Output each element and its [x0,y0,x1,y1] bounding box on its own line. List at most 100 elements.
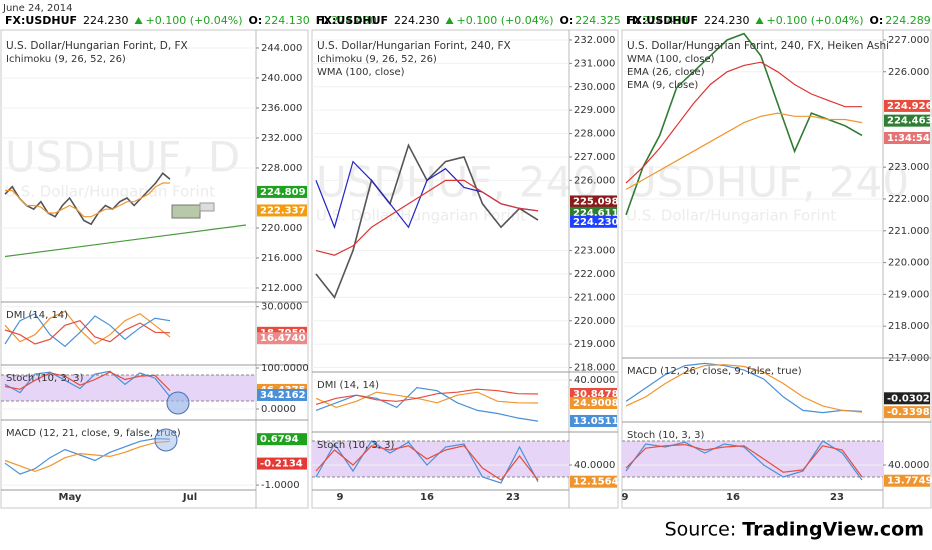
indicator-line [4,320,171,345]
indicator-line [625,443,863,478]
indicator-line [4,310,171,345]
y-tick-label: 231.000 [574,58,615,69]
study-legend: WMA (100, close) [317,67,405,78]
indicator-line [4,437,171,475]
price-label-bg [257,204,307,217]
x-tick-label: 16 [726,492,740,503]
header-change: +0.100 (+0.04%) [146,14,243,27]
indicator-line [625,61,862,184]
indicator-line [315,388,539,405]
y-tick-label: 219.000 [574,339,615,350]
up-arrow [755,17,764,24]
y-tick-label: 230.000 [574,82,615,93]
y-tick-label: 40.0000 [574,460,615,471]
header-last: 224.230 [394,14,440,27]
y-tick-label: 232.000 [261,133,302,144]
pane-title: MACD (12, 26, close, 9, false, true) [627,366,802,377]
price-label: 30.8478 [573,389,619,400]
price-label-bg [884,99,930,112]
y-tick-label: 40.0000 [574,375,615,386]
price-label: 0.6794 [260,434,299,445]
study-legend: Ichimoku (9, 26, 52, 26) [317,54,437,65]
y-tick-label: 30.0000 [261,302,302,313]
countdown-bg [884,132,930,144]
y-tick-label: 226.000 [888,67,929,78]
highlight-circle [166,391,190,415]
y-tick-label: -1.0000 [261,480,300,491]
pane-title: MACD (12, 21, close, 9, false, true) [6,428,181,439]
y-tick-label: 227.000 [888,35,929,46]
indicator-line [625,364,863,413]
indicator-line [4,440,171,473]
header-open-label: O: [249,14,263,27]
price-label-bg [884,406,930,419]
watermark-sub: U.S. Dollar/Hungarian Forint [316,207,526,225]
countdown: 1:34:54 [887,133,930,144]
header-open-label: O: [870,14,884,27]
y-tick-label: 216.000 [261,253,302,264]
y-tick-label: 221.000 [574,292,615,303]
x-tick-label: 9 [622,492,629,503]
price-label: 16.4740 [260,333,306,344]
header-open: 224.130 [264,14,310,27]
price-label: 24.9008 [573,398,619,409]
indicator-line [4,371,171,392]
source-label: Source: [665,519,737,541]
source-brand: TradingView.com [742,519,924,541]
chart-title: U.S. Dollar/Hungarian Forint, 240, FX, H… [627,40,889,52]
y-tick-label: 244.000 [261,43,302,54]
header-high: 224.490 [642,14,688,27]
y-tick-label: 218.000 [574,363,615,374]
price-label: 224.809 [260,187,306,198]
price-label-bg [257,388,307,401]
price-label-bg [257,185,307,198]
price-label-bg [884,474,930,487]
y-tick-label: 220.000 [261,223,302,234]
price-label: 224.611 [573,208,619,219]
price-label-bg [570,396,617,409]
price-label-bg [884,114,930,127]
header-open: 224.325 [575,14,621,27]
indicator-line [315,445,539,481]
study-legend: WMA (100, close) [627,54,715,65]
price-label-bg [570,475,617,488]
y-tick-label: 219.000 [888,289,929,300]
chart-title: U.S. Dollar/Hungarian Forint, D, FX [6,40,188,52]
header-symbol: FX:USDHUF [5,14,77,27]
header-high-label: H: [627,14,641,27]
study-legend: EMA (26, close) [627,67,705,78]
indicator-line [625,112,863,190]
pane-title: DMI (14, 14) [6,310,68,321]
study-legend: EMA (9, close) [627,80,698,91]
header-last: 224.230 [704,14,750,27]
header-last: 224.230 [83,14,129,27]
y-tick-label: 228.000 [574,129,615,140]
price-label: -0.2134 [260,459,303,470]
panel-frame [0,29,309,509]
watermark-sub: U.S. Dollar/Hungarian Forint [5,183,215,201]
x-tick-label: Jul [182,492,197,503]
up-arrow [445,17,454,24]
annotation-box [199,202,215,212]
y-tick-label: 236.000 [261,103,302,114]
highlight-circle [154,428,178,452]
price-label-bg [884,392,930,405]
price-label: 225.098 [573,196,619,207]
watermark: USDHUF, 240 [626,158,909,207]
price-label: 224.463 [887,116,932,127]
watermark-sub: U.S. Dollar/Hungarian Forint [626,207,836,225]
y-tick-label: 222.000 [888,194,929,205]
x-tick-label: 16 [420,492,434,503]
header-change: +0.100 (+0.04%) [767,14,864,27]
indicator-line [315,440,539,484]
y-tick-label: 240.000 [261,73,302,84]
study-legend: Ichimoku (9, 26, 52, 26) [6,54,126,65]
watermark: USDHUF, D [5,133,240,182]
price-label-bg [570,215,617,228]
chart-title: U.S. Dollar/Hungarian Forint, 240, FX [317,40,511,52]
up-arrow [134,17,143,24]
y-tick-label: 223.000 [888,162,929,173]
chart-panel: FX:USDHUF 224.230 +0.100 (+0.04%) O: 224.130… [0,14,377,509]
